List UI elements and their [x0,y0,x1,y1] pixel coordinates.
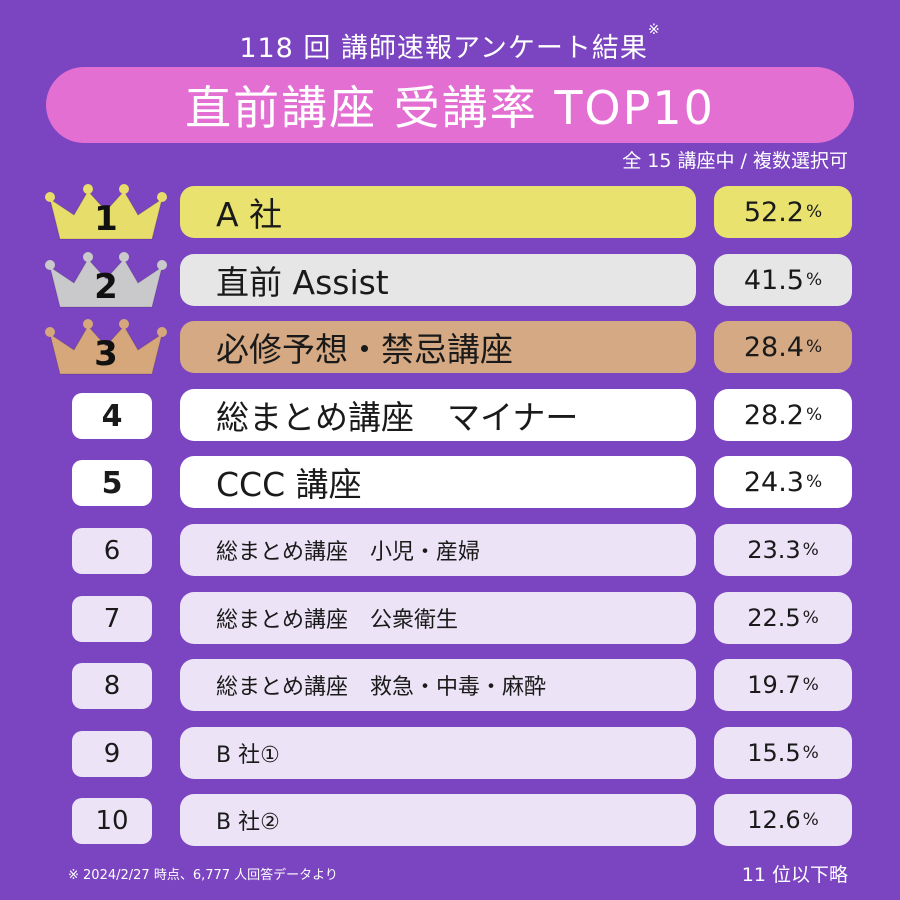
rank-number: 10 [72,798,152,844]
rate-value: 24.3% [714,456,852,508]
selection-note: 全 15 講座中 / 複数選択可 [622,150,848,172]
ranking-row: 8 総まとめ講座 救急・中毒・麻酔 19.7% [0,658,900,714]
rate-value: 22.5% [714,592,852,644]
survey-title-text: 118 回 講師速報アンケート結果 [239,33,648,64]
percent-unit: % [805,472,823,492]
ranking-row: 7 総まとめ講座 公衆衛生 22.5% [0,591,900,647]
rate-value: 15.5% [714,727,852,779]
rank-number: 9 [72,731,152,777]
rate-number: 23.3 [747,536,801,564]
rate-number: 28.4 [743,331,804,363]
rate-number: 52.2 [743,196,804,228]
rank-number: 4 [72,393,152,439]
percent-unit: % [805,202,823,222]
percent-unit: % [805,405,823,425]
course-name: 必修予想・禁忌講座 [180,321,696,373]
percent-unit: % [802,540,819,560]
chart-title: 直前講座 受講率 TOP10 [46,67,854,143]
course-name: 総まとめ講座 マイナー [180,389,696,441]
percent-unit: % [802,743,819,763]
rate-number: 19.7 [747,671,801,699]
rate-value: 23.3% [714,524,852,576]
rank-number: 7 [72,596,152,642]
course-name: 総まとめ講座 小児・産婦 [180,524,696,576]
percent-unit: % [802,810,819,830]
course-name: CCC 講座 [180,456,696,508]
ranking-row: 9 B 社① 15.5% [0,726,900,782]
rate-number: 24.3 [743,466,804,498]
crown-icon: 2 [44,249,168,311]
rank-number: 8 [72,663,152,709]
crown-icon: 3 [44,316,168,378]
rate-value: 28.4% [714,321,852,373]
course-name: 総まとめ講座 救急・中毒・麻酔 [180,659,696,711]
percent-unit: % [805,270,823,290]
percent-unit: % [802,675,819,695]
course-name: 直前 Assist [180,254,696,306]
survey-title-mark: ※ [647,22,661,38]
rank-number: 2 [94,267,118,307]
course-name: A 社 [180,186,696,238]
rate-number: 22.5 [747,604,801,632]
rank-number: 1 [94,199,118,239]
source-note: ※ 2024/2/27 時点、6,777 人回答データより [68,868,338,883]
percent-unit: % [805,337,823,357]
ranking-row: 2 直前 Assist 41.5% [0,252,900,309]
course-name: 総まとめ講座 公衆衛生 [180,592,696,644]
course-name: B 社② [180,794,696,846]
rate-number: 28.2 [743,399,804,431]
ranking-row: 3 必修予想・禁忌講座 28.4% [0,319,900,376]
rank-number: 5 [72,460,152,506]
rate-value: 52.2% [714,186,852,238]
rate-value: 12.6% [714,794,852,846]
ranking-row: 6 総まとめ講座 小児・産婦 23.3% [0,523,900,579]
rate-number: 15.5 [747,739,801,767]
rate-number: 41.5 [743,264,804,296]
rate-value: 41.5% [714,254,852,306]
ranking-row: 10 B 社② 12.6% [0,793,900,849]
rate-number: 12.6 [747,806,801,834]
rate-value: 19.7% [714,659,852,711]
rate-value: 28.2% [714,389,852,441]
crown-icon: 1 [44,181,168,243]
ranking-row: 1 A 社 52.2% [0,184,900,241]
course-name: B 社① [180,727,696,779]
percent-unit: % [802,608,819,628]
ranking-row: 4 総まとめ講座 マイナー 28.2% [0,388,900,444]
rank-number: 6 [72,528,152,574]
omitted-note: 11 位以下略 [741,864,848,886]
rank-number: 3 [94,334,118,374]
survey-title: 118 回 講師速報アンケート結果※ [0,22,900,65]
ranking-row: 5 CCC 講座 24.3% [0,455,900,511]
